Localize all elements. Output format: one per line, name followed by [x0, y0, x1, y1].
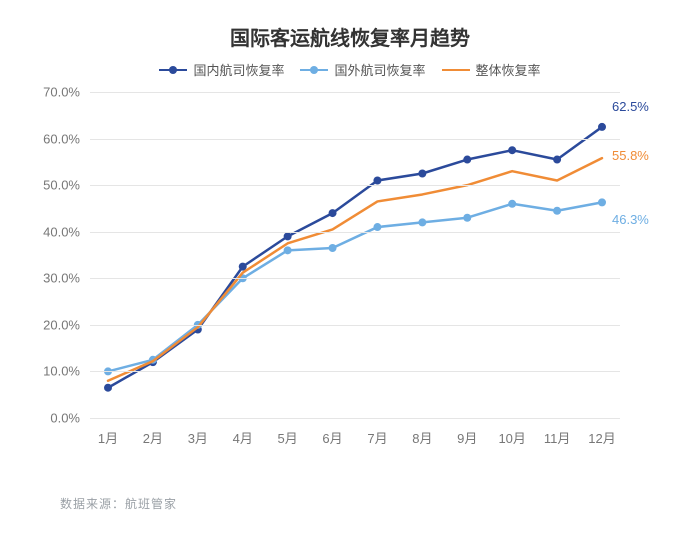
y-tick-label: 30.0% — [43, 271, 90, 286]
gridline — [90, 325, 620, 326]
chart-legend: 国内航司恢复率 国外航司恢复率 整体恢复率 — [0, 60, 700, 79]
series-marker — [598, 198, 606, 206]
chart-plot-area: 0.0%10.0%20.0%30.0%40.0%50.0%60.0%70.0%1… — [90, 92, 620, 418]
series-marker — [418, 170, 426, 178]
x-tick-label: 7月 — [367, 418, 387, 447]
series-marker — [598, 123, 606, 131]
chart-title: 国际客运航线恢复率月趋势 — [0, 22, 700, 51]
series-marker — [553, 156, 561, 164]
series-end-label: 46.3% — [612, 212, 649, 227]
series-marker — [329, 244, 337, 252]
gridline — [90, 232, 620, 233]
x-tick-label: 12月 — [588, 418, 615, 447]
x-tick-label: 6月 — [322, 418, 342, 447]
gridline — [90, 92, 620, 93]
x-tick-label: 9月 — [457, 418, 477, 447]
y-tick-label: 10.0% — [43, 364, 90, 379]
series-marker — [373, 223, 381, 231]
y-tick-label: 70.0% — [43, 85, 90, 100]
series-marker — [463, 156, 471, 164]
gridline — [90, 418, 620, 419]
series-marker — [284, 246, 292, 254]
series-marker — [373, 176, 381, 184]
series-marker — [508, 146, 516, 154]
x-tick-label: 2月 — [143, 418, 163, 447]
series-marker — [104, 384, 112, 392]
gridline — [90, 278, 620, 279]
chart-source: 数据来源：航班管家 — [60, 495, 177, 512]
y-tick-label: 20.0% — [43, 317, 90, 332]
series-marker — [463, 214, 471, 222]
legend-line — [159, 69, 187, 71]
x-tick-label: 10月 — [498, 418, 525, 447]
y-tick-label: 0.0% — [50, 411, 90, 426]
series-marker — [553, 207, 561, 215]
legend-label: 整体恢复率 — [476, 60, 541, 79]
legend-label: 国外航司恢复率 — [334, 60, 425, 79]
series-marker — [418, 218, 426, 226]
x-tick-label: 8月 — [412, 418, 432, 447]
series-line — [108, 202, 602, 371]
legend-marker-icon — [169, 66, 177, 74]
series-marker — [284, 232, 292, 240]
series-line — [108, 158, 602, 381]
gridline — [90, 185, 620, 186]
y-tick-label: 60.0% — [43, 131, 90, 146]
series-marker — [329, 209, 337, 217]
x-tick-label: 3月 — [188, 418, 208, 447]
legend-marker-icon — [310, 66, 318, 74]
legend-item: 整体恢复率 — [442, 60, 541, 79]
y-tick-label: 50.0% — [43, 178, 90, 193]
y-tick-label: 40.0% — [43, 224, 90, 239]
series-end-label: 55.8% — [612, 148, 649, 163]
x-tick-label: 1月 — [98, 418, 118, 447]
series-marker — [508, 200, 516, 208]
x-tick-label: 4月 — [233, 418, 253, 447]
legend-item: 国内航司恢复率 — [159, 60, 284, 79]
gridline — [90, 139, 620, 140]
legend-item: 国外航司恢复率 — [300, 60, 425, 79]
legend-line — [442, 69, 470, 71]
series-end-label: 62.5% — [612, 99, 649, 114]
legend-line — [300, 69, 328, 71]
legend-label: 国内航司恢复率 — [193, 60, 284, 79]
x-tick-label: 11月 — [544, 418, 571, 447]
gridline — [90, 371, 620, 372]
x-tick-label: 5月 — [278, 418, 298, 447]
series-line — [108, 127, 602, 388]
